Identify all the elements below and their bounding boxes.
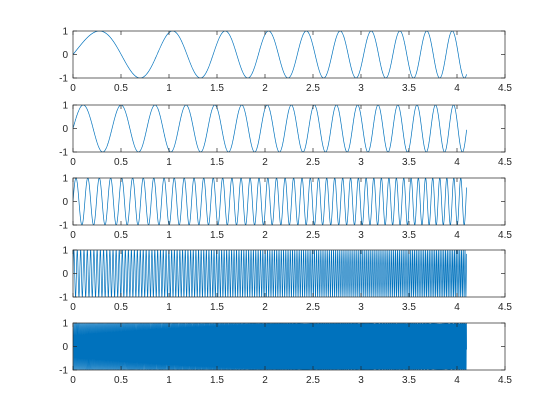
- x-tick-label: 2: [262, 157, 268, 168]
- plot-area: [73, 178, 505, 225]
- x-tick-label: 0: [70, 83, 76, 94]
- x-tick-label: 1.5: [210, 230, 224, 241]
- y-tick-label: 0: [62, 342, 68, 353]
- x-tick-label: 4: [454, 230, 460, 241]
- y-tick-label: 1: [62, 246, 68, 257]
- x-tick-label: 3: [358, 157, 364, 168]
- x-tick-label: 3: [358, 375, 364, 386]
- x-tick-label: 1: [166, 302, 172, 313]
- x-tick-label: 2: [262, 375, 268, 386]
- x-tick-label: 0.5: [114, 83, 128, 94]
- x-tick-label: 2.5: [306, 302, 320, 313]
- x-tick-label: 4: [454, 83, 460, 94]
- x-tick-label: 3: [358, 230, 364, 241]
- x-tick-label: 4: [454, 375, 460, 386]
- x-tick-label: 2.5: [306, 83, 320, 94]
- x-tick-label: 2.5: [306, 230, 320, 241]
- subplot-3: 0 0.5 1 1.5 2 2.5 3 3.5 4 4.5-101: [59, 174, 512, 242]
- y-tick-label: 0: [62, 124, 68, 135]
- x-tick-label: 0.5: [114, 230, 128, 241]
- x-tick-label: 1.5: [210, 375, 224, 386]
- x-tick-label: 4: [454, 302, 460, 313]
- y-tick-label: 1: [62, 174, 68, 185]
- x-tick-label: 4: [454, 157, 460, 168]
- x-tick-label: 0: [70, 375, 76, 386]
- x-tick-label: 1: [166, 230, 172, 241]
- subplot-4: 0 0.5 1 1.5 2 2.5 3 3.5 4 4.5-101: [59, 246, 512, 314]
- x-tick-label: 4.5: [498, 230, 512, 241]
- x-tick-label: 1: [166, 375, 172, 386]
- y-tick-label: -1: [59, 148, 68, 159]
- x-tick-label: 3.5: [402, 83, 416, 94]
- y-tick-label: -1: [59, 221, 68, 232]
- y-tick-label: 1: [62, 27, 68, 38]
- x-tick-label: 0.5: [114, 302, 128, 313]
- x-tick-label: 2: [262, 230, 268, 241]
- y-tick-label: 1: [62, 319, 68, 330]
- x-tick-label: 0: [70, 157, 76, 168]
- y-tick-label: 0: [62, 50, 68, 61]
- y-tick-label: 1: [62, 101, 68, 112]
- x-tick-label: 3.5: [402, 157, 416, 168]
- subplot-1: 0 0.5 1 1.5 2 2.5 3 3.5 4 4.5-101: [59, 27, 512, 95]
- series-line: [73, 323, 467, 370]
- x-tick-label: 3.5: [402, 230, 416, 241]
- y-tick-label: -1: [59, 293, 68, 304]
- x-tick-label: 3: [358, 302, 364, 313]
- x-tick-label: 0: [70, 302, 76, 313]
- x-tick-label: 1: [166, 157, 172, 168]
- series-line: [73, 178, 467, 225]
- x-tick-label: 1: [166, 83, 172, 94]
- x-tick-label: 1.5: [210, 157, 224, 168]
- y-tick-label: -1: [59, 74, 68, 85]
- x-tick-label: 3.5: [402, 302, 416, 313]
- y-tick-label: 0: [62, 197, 68, 208]
- x-tick-label: 3.5: [402, 375, 416, 386]
- x-tick-label: 4.5: [498, 375, 512, 386]
- y-tick-label: -1: [59, 366, 68, 377]
- x-tick-label: 0.5: [114, 375, 128, 386]
- x-tick-label: 4.5: [498, 83, 512, 94]
- x-tick-label: 4.5: [498, 302, 512, 313]
- x-tick-label: 3: [358, 83, 364, 94]
- x-tick-label: 0: [70, 230, 76, 241]
- subplot-2: 0 0.5 1 1.5 2 2.5 3 3.5 4 4.5-101: [59, 101, 512, 169]
- x-tick-label: 2.5: [306, 157, 320, 168]
- y-tick-label: 0: [62, 269, 68, 280]
- x-tick-label: 2: [262, 83, 268, 94]
- subplot-5: 0 0.5 1 1.5 2 2.5 3 3.5 4 4.5-101: [59, 319, 512, 387]
- x-tick-label: 2: [262, 302, 268, 313]
- x-tick-label: 4.5: [498, 157, 512, 168]
- x-tick-label: 2.5: [306, 375, 320, 386]
- x-tick-label: 0.5: [114, 157, 128, 168]
- x-tick-label: 1.5: [210, 302, 224, 313]
- x-tick-label: 1.5: [210, 83, 224, 94]
- plot-area: [73, 31, 505, 78]
